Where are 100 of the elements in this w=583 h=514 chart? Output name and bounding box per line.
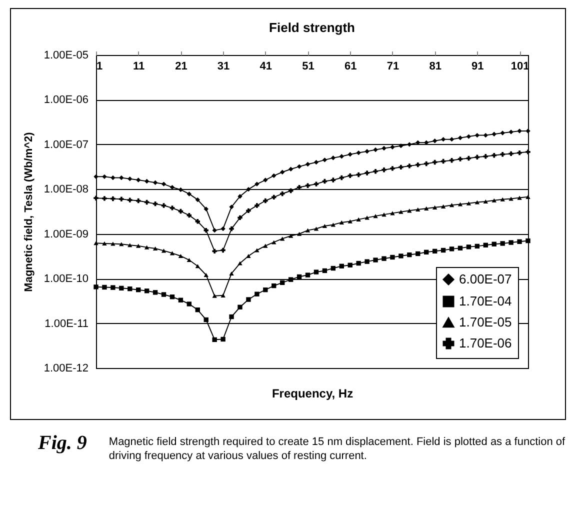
point	[119, 286, 124, 291]
point	[440, 248, 446, 253]
point	[102, 284, 107, 290]
point	[170, 294, 175, 300]
point	[339, 175, 344, 180]
point	[128, 198, 132, 202]
point	[330, 266, 336, 271]
point	[474, 244, 480, 249]
point	[280, 170, 285, 174]
point	[517, 239, 522, 244]
point	[119, 196, 124, 202]
point	[356, 217, 361, 222]
point	[382, 256, 386, 261]
point	[204, 273, 208, 278]
point	[322, 158, 328, 162]
point	[102, 174, 107, 180]
point	[339, 264, 344, 268]
point	[288, 234, 294, 238]
point	[128, 286, 132, 292]
point	[508, 240, 514, 245]
point	[161, 292, 166, 297]
point	[110, 175, 116, 180]
point	[170, 251, 175, 256]
point	[356, 150, 361, 156]
point	[348, 262, 352, 268]
point	[382, 212, 386, 217]
point	[263, 244, 268, 248]
point	[356, 172, 361, 178]
point	[186, 212, 192, 218]
x-tick-label: 41	[260, 60, 272, 72]
point	[238, 304, 242, 310]
point	[508, 151, 514, 156]
point	[314, 226, 319, 231]
point	[136, 244, 141, 248]
point	[94, 174, 98, 180]
point	[220, 248, 226, 253]
y-tick-label: 1.00E-10	[44, 273, 88, 286]
point	[288, 166, 294, 172]
point	[390, 166, 395, 171]
point	[296, 232, 302, 236]
x-axis-title: Frequency, Hz	[272, 386, 354, 400]
x-tick-label: 101	[510, 60, 530, 72]
x-tick-label: 21	[175, 60, 188, 72]
point	[314, 160, 319, 165]
x-tick-label: 91	[472, 60, 484, 72]
point	[398, 254, 404, 258]
point	[178, 298, 184, 302]
point	[500, 197, 505, 202]
point	[254, 248, 260, 252]
point	[305, 272, 310, 278]
point	[458, 202, 463, 206]
point	[272, 283, 276, 288]
point	[500, 241, 505, 246]
point	[348, 219, 352, 224]
point	[212, 228, 217, 233]
x-tick-label: 1	[96, 60, 103, 72]
point	[474, 132, 480, 138]
point	[119, 175, 124, 180]
point	[229, 314, 234, 320]
point	[136, 198, 141, 204]
point	[373, 214, 378, 218]
point	[128, 243, 132, 248]
point	[373, 169, 378, 174]
point	[305, 228, 310, 232]
point	[178, 254, 184, 258]
point	[474, 154, 480, 160]
point	[432, 248, 438, 254]
point	[449, 203, 454, 208]
point	[449, 136, 454, 142]
text: Magnetic field strength required to create 15 nm displacement. Field is plotted as a function of driving frequency at various values of resting current.	[108, 435, 566, 463]
point	[144, 200, 150, 205]
point	[348, 152, 352, 157]
point	[246, 186, 251, 192]
x-tick-label: 71	[386, 60, 400, 72]
x-tick-label: 61	[344, 60, 357, 72]
point	[517, 150, 522, 156]
point	[102, 196, 107, 201]
point	[110, 196, 116, 202]
point	[330, 178, 336, 182]
legend-label: 1.70E-06	[459, 336, 512, 350]
point	[458, 136, 463, 140]
point	[212, 248, 217, 254]
point	[440, 204, 446, 208]
point	[195, 264, 200, 268]
legend-label: 6.00E-07	[459, 272, 512, 286]
point	[305, 162, 310, 167]
point	[296, 164, 302, 169]
point	[449, 246, 454, 252]
point	[238, 194, 242, 199]
point	[500, 130, 505, 136]
point	[330, 222, 336, 227]
point	[492, 153, 496, 158]
point	[272, 173, 276, 178]
point	[407, 142, 412, 147]
point	[229, 204, 234, 210]
point	[424, 161, 429, 166]
point	[170, 206, 175, 210]
point	[517, 128, 522, 134]
y-axis-title: Magnetic field, Tesla (Wb/m^2)	[22, 132, 35, 292]
point	[305, 183, 310, 188]
